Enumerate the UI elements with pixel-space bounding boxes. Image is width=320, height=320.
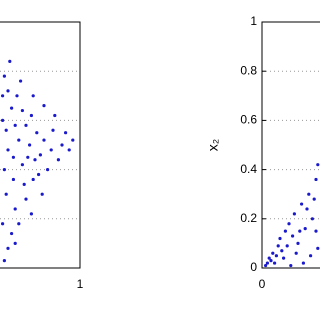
point: [11, 155, 15, 159]
point: [15, 94, 19, 98]
point: [6, 148, 10, 152]
point: [71, 138, 75, 142]
point: [309, 254, 313, 258]
point: [13, 207, 17, 211]
point: [29, 113, 33, 118]
point: [13, 241, 17, 245]
point: [53, 113, 57, 118]
point: [303, 227, 307, 231]
point: [20, 163, 24, 167]
point: [33, 158, 37, 162]
point: [42, 138, 46, 142]
point: [291, 234, 295, 238]
point: [51, 128, 55, 132]
point: [269, 259, 273, 263]
point: [316, 163, 320, 167]
x-tick-label: 0: [259, 277, 266, 291]
point: [312, 197, 316, 201]
point: [278, 236, 282, 241]
y-axis-label: x₂: [205, 139, 221, 151]
point: [64, 131, 68, 135]
point: [2, 74, 6, 78]
point: [294, 251, 298, 255]
point: [29, 212, 33, 216]
point: [264, 263, 268, 268]
point: [282, 256, 286, 260]
x-tick-label: 1: [77, 277, 84, 291]
point: [20, 108, 24, 113]
y-tick-label: 0.4: [240, 162, 257, 176]
point: [287, 222, 291, 226]
point: [6, 246, 10, 250]
point: [276, 244, 280, 248]
point: [40, 192, 44, 196]
point: [292, 212, 296, 216]
y-tick-label: 0.8: [240, 63, 257, 77]
point: [37, 172, 41, 177]
axes-box: [261, 21, 320, 269]
point: [17, 222, 21, 226]
y-tick-label: 0: [250, 260, 257, 274]
point: [289, 263, 293, 268]
point: [271, 251, 275, 255]
point: [67, 148, 71, 152]
point: [6, 89, 10, 93]
point: [9, 106, 14, 110]
point: [0, 94, 5, 98]
point: [285, 244, 289, 248]
y-tick-label: 1: [250, 14, 257, 28]
point: [300, 202, 304, 206]
point: [26, 155, 30, 159]
point: [4, 128, 8, 132]
point: [0, 222, 5, 226]
point: [19, 79, 23, 83]
point: [265, 261, 269, 265]
point: [38, 153, 43, 157]
y-tick-label: 0.2: [240, 211, 257, 225]
point: [56, 158, 61, 162]
point: [314, 229, 318, 233]
y-tick-label: 0.6: [240, 113, 257, 127]
point: [46, 168, 50, 172]
point: [4, 192, 8, 196]
point: [17, 138, 21, 142]
point: [267, 256, 271, 260]
point: [274, 254, 278, 258]
point: [301, 261, 305, 265]
point: [2, 259, 6, 263]
point: [2, 168, 6, 172]
point: [296, 241, 300, 245]
point: [283, 229, 287, 233]
point: [35, 131, 39, 135]
point: [314, 177, 318, 182]
point: [60, 143, 64, 147]
point: [49, 148, 53, 152]
point: [298, 229, 302, 233]
point: [24, 123, 28, 127]
point: [24, 197, 28, 201]
point: [13, 123, 17, 127]
point: [28, 143, 32, 147]
point: [316, 246, 320, 250]
point: [307, 192, 311, 196]
point: [310, 217, 314, 221]
point: [31, 177, 35, 182]
point: [8, 59, 12, 63]
point: [273, 261, 277, 265]
point: [31, 94, 35, 98]
point: [0, 118, 5, 122]
point: [280, 249, 284, 253]
point: [42, 104, 46, 108]
point: [22, 182, 26, 186]
point: [11, 177, 15, 182]
point: [305, 207, 309, 211]
point: [9, 231, 14, 236]
axes-box: [0, 21, 81, 269]
